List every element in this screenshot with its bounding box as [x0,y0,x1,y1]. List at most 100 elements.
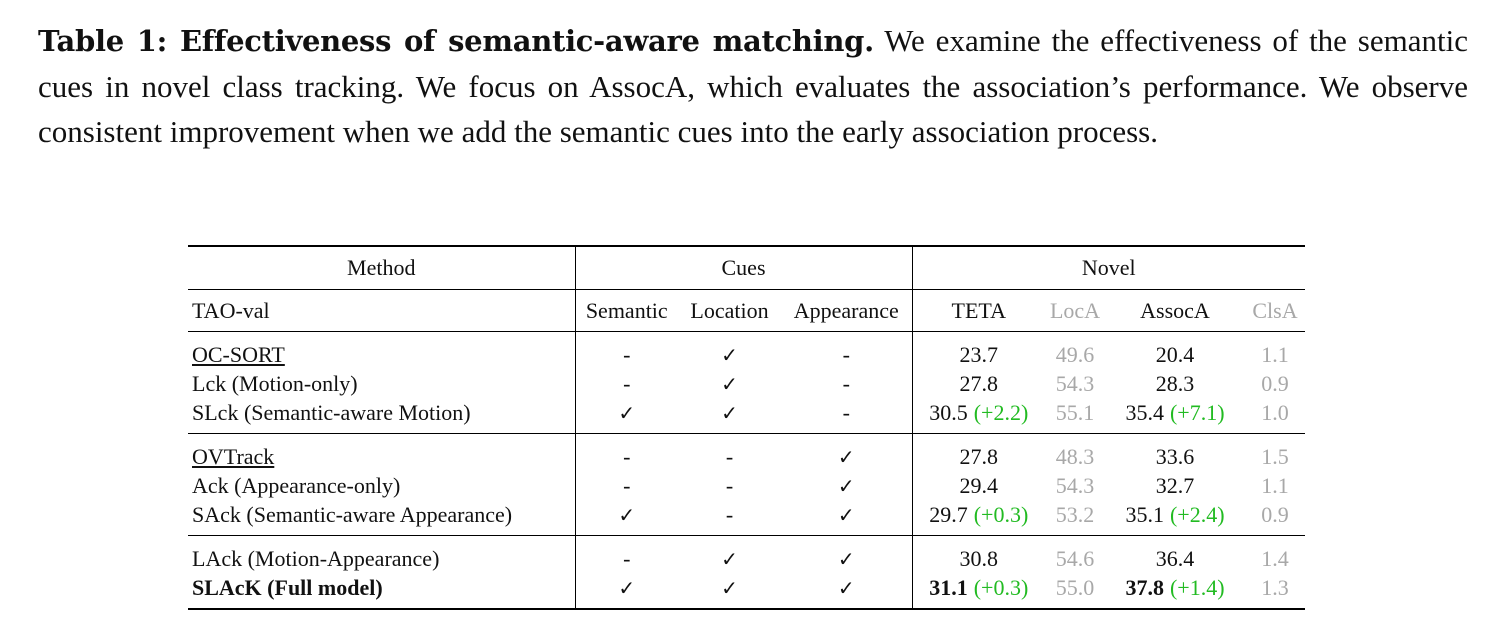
cue-location: ✓ [678,398,781,434]
header-assoca: AssocA [1140,297,1210,323]
method-name-value: SLAcK (Full model) [192,574,383,600]
method-name: OC-SORT [188,331,576,369]
method-name: OVTrack [188,433,576,471]
loca-cell: 55.1 [1045,398,1105,434]
loca-cell-value: 54.3 [1055,370,1095,396]
cue-appearance: ✓ [781,535,913,573]
header-semantic: Semantic [574,289,678,332]
loca-cell-value: 53.2 [1055,501,1095,527]
clsa-cell: 1.1 [1245,332,1305,370]
cue-appearance-value: - [842,399,850,425]
header-novel: Novel [1081,255,1136,280]
loca-cell: 53.2 [1045,500,1105,536]
cue-location: - [678,471,781,500]
cue-semantic: - [575,369,678,398]
caption-text: We examine the effectiveness of the sema… [38,23,1468,149]
teta-cell-value: 29.7 [929,501,968,527]
cue-appearance-value: ✓ [837,575,855,600]
loca-cell-value: 48.3 [1055,443,1095,469]
cue-location-value: - [725,443,734,469]
cue-location-value: ✓ [721,400,738,425]
assoca-cell: 33.6 [1105,434,1245,472]
teta-cell: 31.1 (+0.3) [912,573,1045,609]
loca-cell: 54.6 [1045,536,1105,574]
clsa-cell: 1.3 [1245,573,1305,609]
cue-semantic-value: - [623,472,631,498]
table-row: Lck (Motion-only) - ✓ - 27.8 54.3 28.3 0.9 [188,369,1305,398]
cue-location-value: - [725,472,734,498]
method-name-value: OC-SORT [192,341,285,367]
clsa-cell: 1.4 [1245,536,1305,574]
header-teta: TETA [951,297,1006,323]
assoca-cell: 28.3 [1105,369,1245,398]
assoca-cell: 35.4 (+7.1) [1105,398,1245,434]
table-row: Ack (Appearance-only) - - ✓ 29.4 54.3 32.7 1.1 [188,471,1305,500]
assoca-cell-value: 28.3 [1155,370,1195,396]
method-name: SAck (Semantic-aware Appearance) [188,500,576,536]
teta-cell-value: 27.8 [959,443,999,469]
cue-location-value: ✓ [721,342,738,367]
teta-cell: 29.4 [912,471,1045,500]
assoca-cell-value: 36.4 [1155,545,1195,571]
assoca-delta: (+2.4) [1169,501,1225,527]
teta-delta: (+0.3) [973,574,1029,600]
cue-location: - [678,500,781,536]
teta-cell-value: 29.4 [959,472,999,498]
assoca-cell-value: 20.4 [1155,341,1195,367]
table-row: SAck (Semantic-aware Appearance) ✓ - ✓ 29.7(… [188,500,1305,536]
assoca-cell: 32.7 [1105,471,1245,500]
cue-appearance-value: ✓ [837,546,855,571]
method-name: SLAcK (Full model) [188,573,576,609]
cue-appearance: ✓ [781,500,913,536]
teta-cell-value: 30.8 [959,545,999,571]
cue-location: ✓ [678,332,781,370]
results-table-container: Method Cues Novel TAO-val Semantic Locat… [188,245,1305,610]
method-name-value: SAck (Semantic-aware Appearance) [192,501,513,527]
cue-appearance-value: ✓ [837,444,855,469]
loca-cell: 55.0 [1045,573,1105,609]
table-caption: Table 1: Effectiveness of semantic-aware… [38,18,1468,154]
cue-semantic-value: ✓ [618,502,636,527]
assoca-delta: (+7.1) [1169,399,1225,425]
clsa-cell-value: 1.1 [1261,341,1289,367]
clsa-cell-value: 1.3 [1261,574,1289,600]
clsa-cell: 1.5 [1245,434,1305,472]
cue-location: ✓ [678,536,781,574]
cue-appearance-value: - [842,370,850,396]
cue-semantic-value: ✓ [618,400,636,425]
cue-semantic-value: - [623,370,631,396]
method-name-value: Ack (Appearance-only) [192,472,401,498]
assoca-cell-value: 37.8 [1125,574,1164,600]
cue-appearance: - [781,369,913,398]
assoca-cell-value: 35.1 [1125,501,1164,527]
cue-appearance-value: - [842,341,850,367]
header-appearance: Appearance [781,289,913,332]
header-loca: LocA [1049,297,1101,323]
header-clsa: ClsA [1252,297,1298,323]
header-dataset: TAO-val [188,289,576,332]
clsa-cell-value: 0.9 [1261,501,1289,527]
loca-cell-value: 55.0 [1055,574,1095,600]
header-location: Location [690,297,769,323]
cue-location: ✓ [678,573,781,609]
teta-cell: 27.8 [912,369,1045,398]
assoca-cell-value: 33.6 [1155,443,1195,469]
clsa-cell-value: 1.5 [1261,443,1289,469]
assoca-cell-value: 35.4 [1125,399,1164,425]
loca-cell-value: 54.3 [1055,472,1095,498]
loca-cell: 54.3 [1045,369,1105,398]
group-header-row: Method Cues Novel [188,246,1305,290]
caption-label: Table 1: Effectiveness of semantic-aware… [38,24,874,58]
method-name-value: SLck (Semantic-aware Motion) [192,399,471,425]
method-name-value: OVTrack [192,443,275,469]
clsa-cell-value: 1.4 [1261,545,1289,571]
clsa-cell-value: 0.9 [1261,370,1289,396]
cue-appearance: ✓ [781,433,913,471]
clsa-cell-value: 1.0 [1261,399,1289,425]
cue-semantic: ✓ [575,398,678,434]
clsa-cell-value: 1.1 [1261,472,1289,498]
cue-appearance: - [781,398,913,434]
cue-location-value: ✓ [721,546,738,571]
assoca-cell: 36.4 [1105,536,1245,574]
method-name: Ack (Appearance-only) [188,471,576,500]
